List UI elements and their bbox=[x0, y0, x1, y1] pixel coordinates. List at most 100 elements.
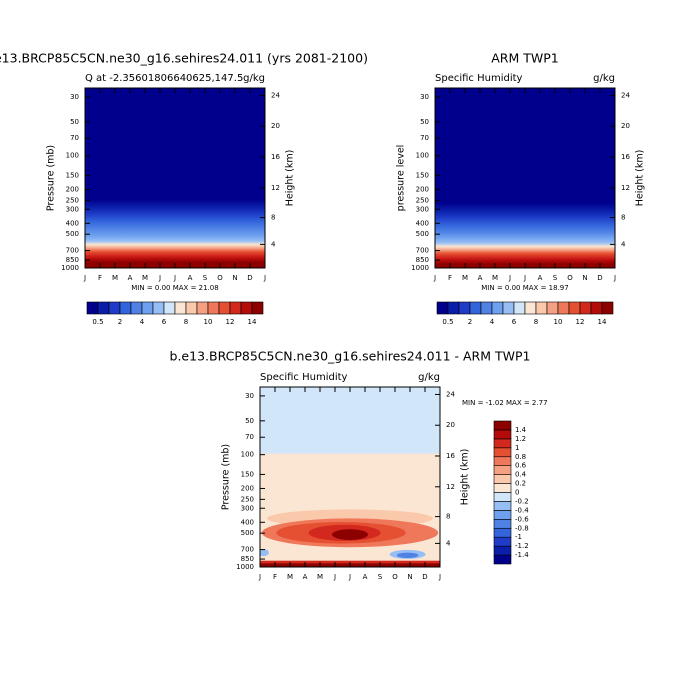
colorbar-label: -1.4 bbox=[515, 551, 529, 559]
subtitle-left: Q at -2.35601806640625,147.5 bbox=[85, 73, 243, 84]
colorbar-box bbox=[524, 301, 537, 315]
x-tick-label: J bbox=[348, 573, 351, 581]
colorbar-box bbox=[229, 301, 242, 315]
x-tick-label: S bbox=[378, 573, 383, 581]
colorbar-label: 0 bbox=[515, 489, 519, 497]
colorbar-box bbox=[207, 301, 220, 315]
colorbar-box bbox=[185, 301, 198, 315]
colorbar-label: 2 bbox=[468, 318, 472, 326]
colorbar-box bbox=[119, 301, 132, 315]
colorbar-box bbox=[86, 301, 99, 315]
y-tick-label: 150 bbox=[66, 171, 79, 179]
stats-label: MIN = 0.00 MAX = 18.97 bbox=[481, 284, 568, 292]
colorbar-box bbox=[480, 301, 493, 315]
colorbar-box bbox=[251, 301, 264, 315]
x-tick-label: J bbox=[613, 274, 616, 282]
y-tick-label: 400 bbox=[416, 219, 429, 227]
contour-field bbox=[85, 88, 265, 268]
colorbar-label: 4 bbox=[490, 318, 495, 326]
y-tick-label: 50 bbox=[70, 118, 79, 126]
colorbar-box bbox=[601, 301, 614, 315]
colorbar-label: 10 bbox=[554, 318, 563, 326]
y-tick-label: 30 bbox=[245, 392, 254, 400]
x-tick-label: A bbox=[128, 274, 133, 282]
y-tick-label: 200 bbox=[416, 185, 429, 193]
colorbar-label: -0.8 bbox=[515, 524, 529, 532]
x-tick-label: J bbox=[158, 274, 161, 282]
y2-tick-label: 12 bbox=[621, 184, 630, 192]
colorbar-box bbox=[535, 301, 548, 315]
y-axis-label: pressure level bbox=[396, 145, 407, 212]
y2-axis-label: Height (km) bbox=[285, 150, 296, 207]
x-tick-label: N bbox=[582, 274, 587, 282]
colorbar-label: 6 bbox=[162, 318, 167, 326]
colorbar-label: -1 bbox=[515, 533, 522, 541]
y-tick-label: 850 bbox=[416, 256, 429, 264]
x-tick-label: J bbox=[83, 274, 86, 282]
colorbar-box bbox=[469, 301, 482, 315]
stats-label: MIN = 0.00 MAX = 21.08 bbox=[131, 284, 218, 292]
stats-label: MIN = -1.02 MAX = 2.77 bbox=[462, 399, 548, 407]
x-tick-label: J bbox=[258, 573, 261, 581]
colorbar-box bbox=[493, 474, 512, 484]
y-tick-label: 1000 bbox=[236, 563, 254, 571]
colorbar-label: 0.2 bbox=[515, 480, 526, 488]
colorbar-box bbox=[174, 301, 187, 315]
y2-tick-label: 16 bbox=[621, 153, 630, 161]
x-tick-label: F bbox=[273, 573, 277, 581]
colorbar-label: 0.6 bbox=[515, 462, 527, 470]
y-axis-label: Pressure (mb) bbox=[221, 444, 232, 510]
y-tick-label: 200 bbox=[66, 185, 79, 193]
x-tick-label: J bbox=[333, 573, 336, 581]
field-blob bbox=[332, 529, 368, 540]
x-tick-label: J bbox=[433, 274, 436, 282]
field-fill bbox=[85, 88, 265, 268]
x-tick-label: M bbox=[142, 274, 148, 282]
y-tick-label: 300 bbox=[416, 205, 429, 213]
y-tick-label: 50 bbox=[245, 417, 254, 425]
field-blob bbox=[260, 549, 269, 557]
y-tick-label: 50 bbox=[420, 118, 429, 126]
colorbar-box bbox=[458, 301, 471, 315]
colorbar-label: 14 bbox=[598, 318, 607, 326]
y-tick-label: 300 bbox=[66, 205, 79, 213]
y-tick-label: 400 bbox=[66, 219, 79, 227]
y2-tick-label: 4 bbox=[621, 240, 626, 248]
y2-tick-label: 8 bbox=[621, 214, 625, 222]
y2-tick-label: 4 bbox=[446, 539, 451, 547]
colorbar-box bbox=[513, 301, 526, 315]
colorbar-label: 14 bbox=[248, 318, 257, 326]
colorbar-box bbox=[493, 456, 512, 466]
y2-axis-label: Height (km) bbox=[635, 150, 646, 207]
colorbar-label: 10 bbox=[204, 318, 213, 326]
x-tick-label: D bbox=[247, 274, 252, 282]
colorbar-box bbox=[218, 301, 231, 315]
x-tick-label: N bbox=[232, 274, 237, 282]
chart-title: ARM TWP1 bbox=[491, 51, 558, 66]
y-axis-label: Pressure (mb) bbox=[46, 145, 57, 211]
x-tick-label: F bbox=[448, 274, 452, 282]
colorbar-label: 0.4 bbox=[515, 471, 527, 479]
x-tick-label: A bbox=[363, 573, 368, 581]
colorbar-box bbox=[590, 301, 603, 315]
y-tick-label: 250 bbox=[66, 196, 79, 204]
colorbar-label: 1.4 bbox=[515, 426, 527, 434]
field-fill bbox=[260, 387, 440, 454]
y-tick-label: 850 bbox=[66, 256, 79, 264]
colorbar-box bbox=[108, 301, 121, 315]
colorbar-label: 8 bbox=[184, 318, 188, 326]
x-tick-label: O bbox=[392, 573, 398, 581]
subtitle-left: Specific Humidity bbox=[260, 372, 348, 383]
subtitle-left: Specific Humidity bbox=[435, 73, 523, 84]
x-tick-label: J bbox=[438, 573, 441, 581]
colorbar-box bbox=[568, 301, 581, 315]
x-tick-label: A bbox=[188, 274, 193, 282]
y-tick-label: 850 bbox=[241, 555, 254, 563]
x-tick-label: A bbox=[303, 573, 308, 581]
y-tick-label: 1000 bbox=[411, 264, 429, 272]
colorbar-box bbox=[493, 438, 512, 449]
colorbar-label: 6 bbox=[512, 318, 517, 326]
y2-tick-label: 24 bbox=[446, 390, 455, 398]
colorbar-box bbox=[196, 301, 209, 315]
